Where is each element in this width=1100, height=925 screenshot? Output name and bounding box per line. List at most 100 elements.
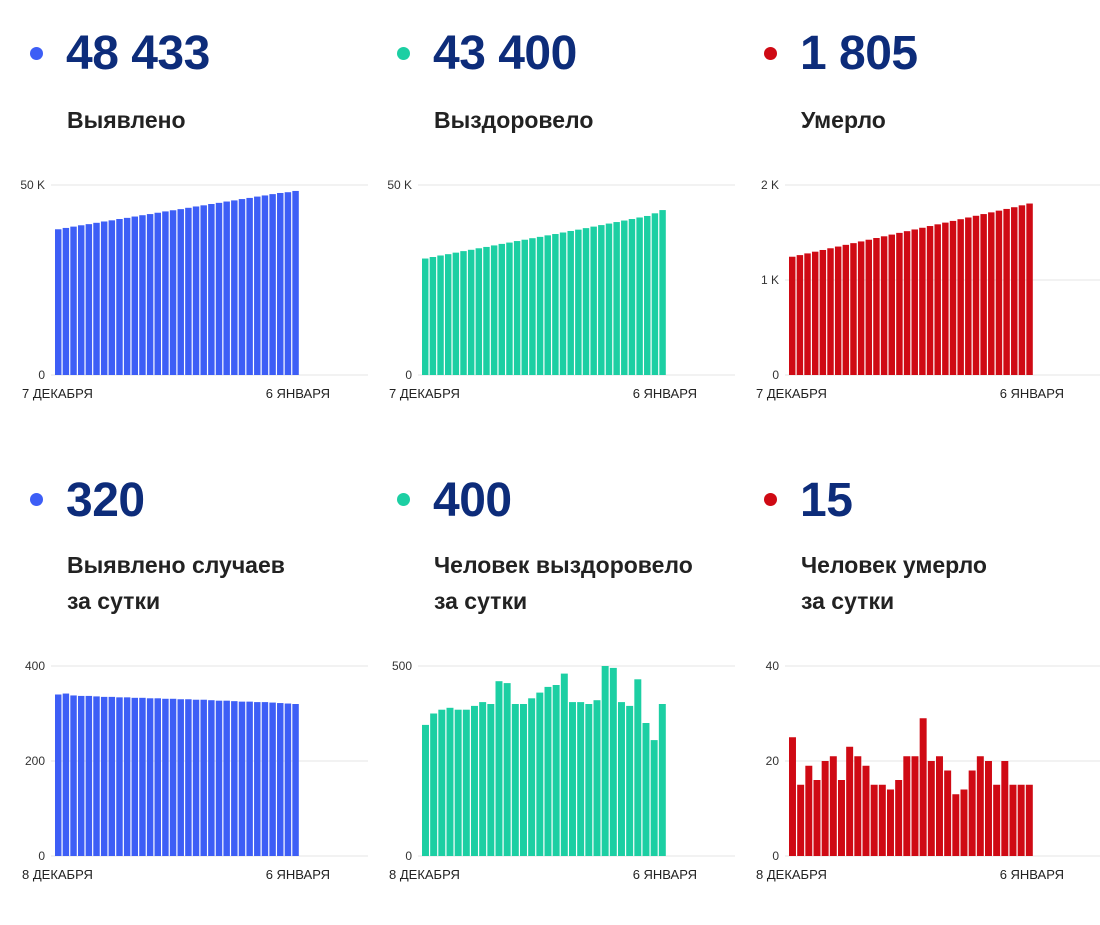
bar [811,251,819,375]
bar [495,681,503,856]
bar [552,685,560,856]
bar [185,699,192,856]
bar [479,702,487,856]
legend-dot-icon [764,47,777,60]
bar [644,215,651,375]
y-tick-label: 20 [766,754,780,768]
bar [223,700,230,856]
bar [77,225,85,375]
bar [261,702,269,856]
total-detected-value: 48 433 [66,27,210,80]
bar [100,696,108,857]
bar [62,227,70,375]
bar [246,197,253,375]
bar [949,220,957,375]
bar [123,697,131,856]
bar [93,696,100,856]
bar [797,784,805,856]
x-tick-label: 8 ДЕКАБРЯ [22,867,93,882]
bar [131,697,139,856]
bar [1025,784,1033,856]
bar [70,695,77,856]
y-tick-label: 0 [38,368,45,382]
bar [569,702,576,856]
bar [585,704,593,856]
bar [177,699,184,856]
bar [552,234,559,375]
legend-dot-icon [30,493,43,506]
bar [854,756,862,856]
bar [976,756,984,856]
legend-dot-icon [397,47,410,60]
bar [887,789,894,856]
bar [429,257,437,375]
bar [659,210,666,375]
bar [796,255,804,375]
bar [1017,784,1025,856]
bar [846,746,854,856]
bar [911,229,918,375]
bar [985,761,992,856]
label-line: Выявлено [67,107,186,133]
daily-detected-value: 320 [66,474,145,527]
bar [200,699,207,856]
label-line: Выздоровело [434,107,594,133]
bar [108,220,116,375]
bar [658,704,666,856]
total-detected-chart: 0 50 K 7 ДЕКАБРЯ 6 ЯНВАРЯ [20,178,368,401]
bar [880,236,888,375]
bar [123,217,131,375]
bar [444,254,452,375]
x-tick-label: 6 ЯНВАРЯ [1000,867,1064,882]
bar [575,229,582,375]
label-line: Человек умерло [801,552,987,578]
bar [613,222,620,375]
bar [462,709,470,856]
bar [827,248,834,375]
bar [292,704,299,856]
daily-deaths-value: 15 [800,474,853,527]
total-deaths-label: Умерло [801,102,886,138]
bar [231,701,238,856]
bar [968,770,976,856]
bar [651,213,659,375]
bar [192,699,200,856]
bar [269,194,276,375]
bar [813,780,821,856]
bar [511,704,519,856]
bar [77,695,85,856]
bar [192,206,200,375]
bar [834,246,842,375]
bar [980,214,987,375]
daily-detected-label: Выявлено случаев за сутки [67,547,285,619]
bar [208,700,215,856]
bar [254,196,261,375]
bar [238,701,246,857]
bar [529,238,536,375]
bar [215,700,223,856]
bar [162,211,169,375]
daily-detected-chart: 0 200 400 8 ДЕКАБРЯ 6 ЯНВАРЯ [22,659,368,882]
bar [261,195,269,375]
bar [988,212,995,375]
y-tick-label: 0 [405,849,412,863]
total-recovered-chart: 0 50 K 7 ДЕКАБРЯ 6 ЯНВАРЯ [387,178,735,401]
panel-daily-deaths: 15 Человек умерло за сутки 0 20 40 8 ДЕКАБР… [734,474,1100,915]
total-deaths-chart: 0 1 K 2 K 7 ДЕКАБРЯ 6 ЯНВАРЯ [756,178,1100,401]
y-tick-label: 50 K [20,178,45,192]
bar [865,239,873,375]
x-tick-label: 8 ДЕКАБРЯ [389,867,460,882]
bar [437,255,444,375]
bar [819,249,827,375]
x-tick-label: 6 ЯНВАРЯ [266,867,330,882]
bar [621,220,628,375]
panel-total-detected: 48 433 Выявлено 0 50 K 7 ДЕКАБРЯ 6 ЯНВАРЯ [0,0,368,440]
bar [896,232,903,375]
y-tick-label: 0 [38,849,45,863]
bar [422,724,429,856]
label-line: Человек выздоровело [434,552,693,578]
bar [942,222,949,375]
bar [567,230,574,375]
bar [895,780,903,856]
bar [590,226,597,375]
